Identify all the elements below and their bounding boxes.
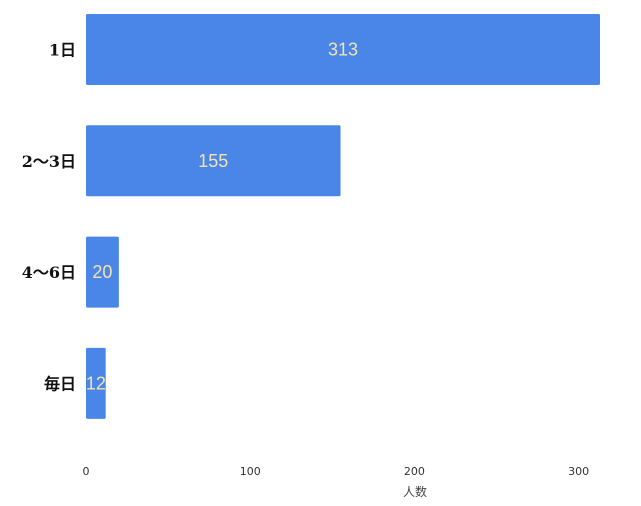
x-tick-label-3: 300 — [568, 465, 589, 478]
category-label-0: 1日 — [49, 41, 76, 60]
x-tick-label-0: 0 — [83, 465, 90, 478]
x-axis-title: 人数 — [403, 484, 427, 499]
data-label-2: 20 — [92, 262, 112, 282]
data-label-0: 313 — [328, 40, 358, 60]
data-labels-group: 313 155 20 12 — [86, 40, 358, 394]
category-label-2: 4～6日 — [22, 263, 76, 282]
x-tick-labels-group: 0 100 200 300 — [83, 465, 590, 478]
category-label-1: 2～3日 — [22, 152, 76, 171]
x-tick-label-1: 100 — [240, 465, 261, 478]
data-label-1: 155 — [198, 151, 228, 171]
category-label-3: 毎日 — [44, 374, 76, 393]
bar-2 — [86, 236, 119, 308]
bar-3 — [86, 347, 106, 419]
bars-group — [86, 14, 600, 419]
data-label-3: 12 — [86, 373, 106, 393]
x-tick-label-2: 200 — [404, 465, 425, 478]
bar-1 — [86, 125, 341, 197]
bar-0 — [86, 14, 600, 85]
